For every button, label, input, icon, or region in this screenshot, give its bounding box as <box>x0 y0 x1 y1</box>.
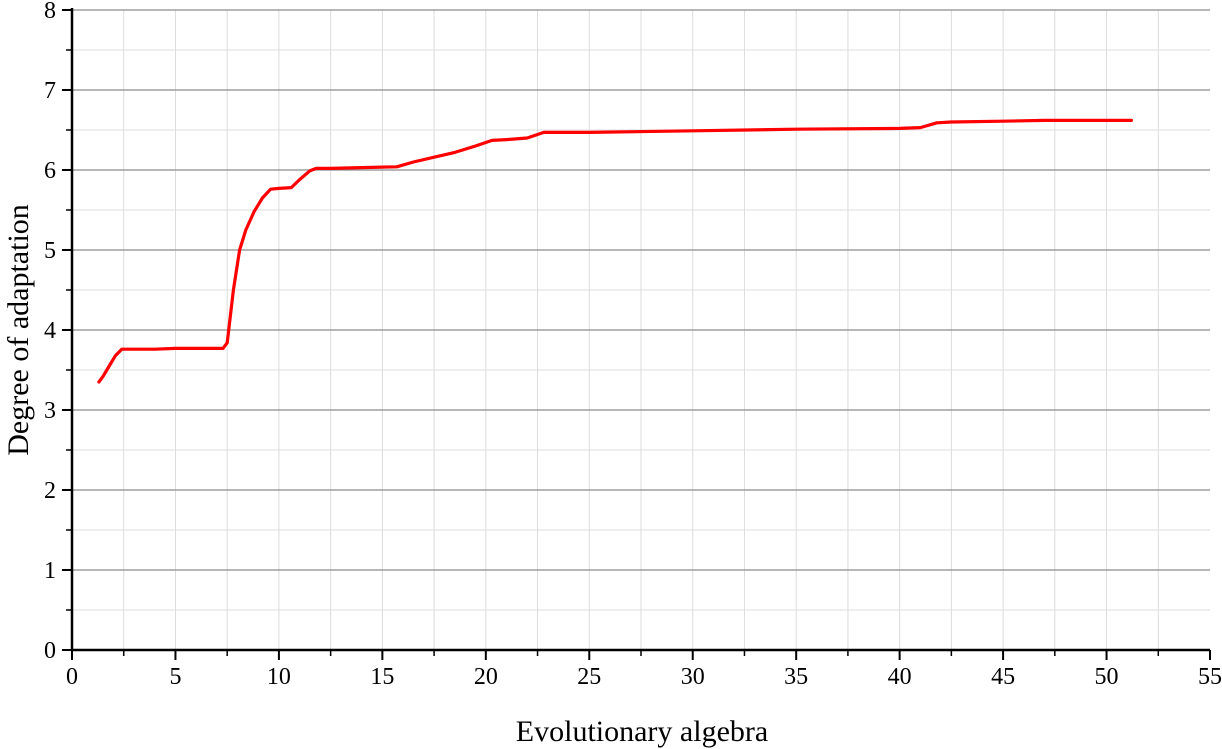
major-grid <box>72 9 1210 571</box>
series-layer <box>97 118 1134 384</box>
x-tick-label: 45 <box>991 664 1015 690</box>
y-axis-title: Degree of adaptation <box>2 204 35 456</box>
x-axis-title: Evolutionary algebra <box>516 715 768 748</box>
y-tick-label: 3 <box>44 398 56 424</box>
x-tick-label: 30 <box>681 664 705 690</box>
x-tick-labels: 0 5 10 15 20 25 30 35 40 45 50 55 <box>66 664 1222 690</box>
x-tick-label: 0 <box>66 664 78 690</box>
y-tick-label: 0 <box>44 638 56 664</box>
x-tick-label: 10 <box>267 664 291 690</box>
y-tick-label: 7 <box>44 78 56 104</box>
y-tick-label: 5 <box>44 238 56 264</box>
x-tick-label: 15 <box>370 664 394 690</box>
x-tick-label: 20 <box>474 664 498 690</box>
y-tick-label: 2 <box>44 478 56 504</box>
y-tick-label: 4 <box>44 318 56 344</box>
x-tick-label: 35 <box>784 664 808 690</box>
x-tick-label: 40 <box>888 664 912 690</box>
y-tick-labels: 0 1 2 3 4 5 6 7 8 <box>44 0 56 664</box>
y-tick-label: 8 <box>44 0 56 24</box>
y-tick-label: 1 <box>44 558 56 584</box>
x-tick-label: 25 <box>577 664 601 690</box>
series-line <box>97 118 1134 384</box>
x-tick-label: 50 <box>1095 664 1119 690</box>
x-tick-label: 5 <box>169 664 181 690</box>
x-tick-label: 55 <box>1198 664 1222 690</box>
axes <box>62 8 1211 660</box>
y-tick-label: 6 <box>44 158 56 184</box>
